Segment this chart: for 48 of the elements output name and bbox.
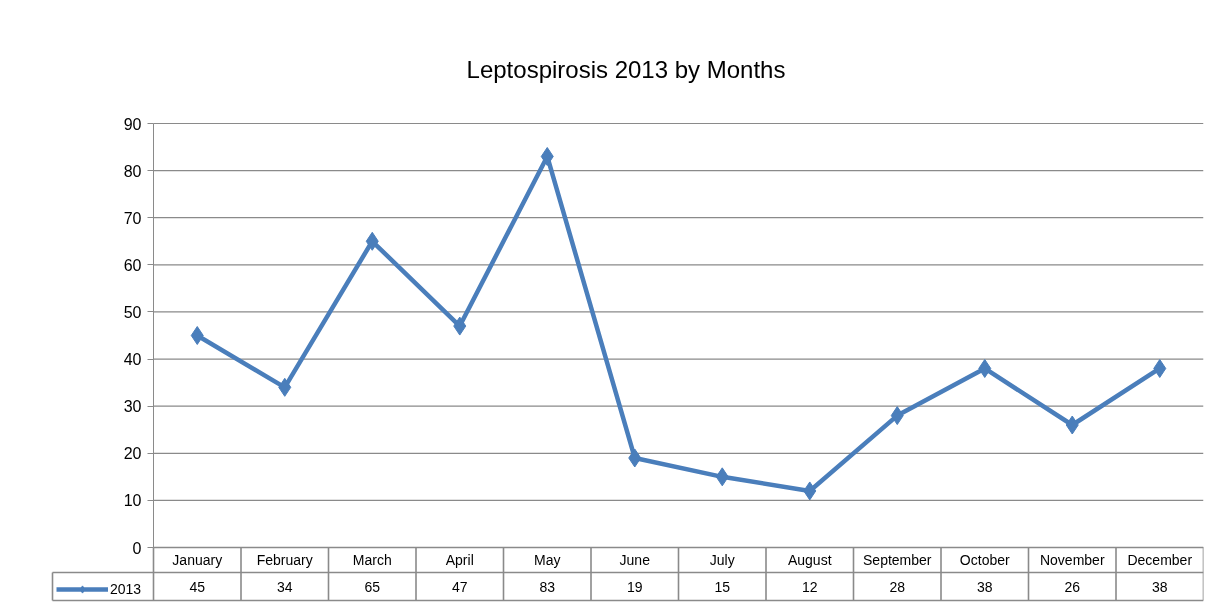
data-label: 45: [189, 578, 206, 595]
x-tick-label: February: [256, 552, 313, 568]
y-tick-label: 90: [123, 115, 142, 133]
data-label: 15: [714, 578, 731, 595]
point: [453, 316, 467, 336]
x-tick-label: October: [959, 552, 1010, 568]
y-tick-label: 70: [123, 209, 142, 227]
data-label: 34: [276, 578, 293, 595]
point: [278, 377, 292, 397]
data-label: 83: [539, 578, 556, 595]
point: [190, 326, 204, 345]
x-tick-label: September: [863, 552, 932, 568]
data-label: 28: [889, 578, 906, 595]
point: [715, 467, 729, 487]
y-tick-label: 0: [132, 539, 142, 557]
x-tick-label: May: [534, 552, 561, 568]
y-tick-label: 50: [123, 303, 142, 321]
data-label: 12: [801, 578, 818, 595]
y-tick-label: 40: [123, 351, 142, 369]
y-tick-label: 30: [123, 398, 142, 416]
y-tick-label: 60: [123, 256, 142, 274]
point: [540, 146, 554, 166]
data-label: 26: [1064, 578, 1081, 595]
x-tick-label: March: [352, 552, 392, 568]
legend-label: 2013: [110, 581, 142, 597]
point: [1153, 358, 1167, 378]
x-tick-label: December: [1127, 552, 1193, 568]
point: [978, 358, 992, 378]
y-tick-label: 10: [123, 492, 142, 510]
data-label: 38: [976, 578, 993, 595]
data-label: 19: [626, 578, 643, 595]
data-label: 38: [1151, 578, 1168, 595]
x-tick-label: July: [709, 552, 735, 568]
x-tick-label: August: [787, 552, 832, 568]
point: [628, 448, 642, 468]
y-tick-label: 80: [123, 162, 142, 180]
x-tick-label: November: [1039, 552, 1105, 568]
point: [1065, 415, 1079, 435]
point: [803, 481, 817, 501]
point: [365, 231, 379, 251]
chart-title: Leptospirosis 2013 by Months: [466, 55, 786, 83]
x-tick-label: January: [172, 552, 223, 568]
data-label: 47: [451, 578, 468, 595]
x-tick-label: April: [445, 552, 474, 568]
data-label: 65: [364, 578, 381, 595]
x-tick-label: June: [619, 552, 651, 568]
y-tick-label: 20: [123, 445, 142, 463]
point: [890, 406, 904, 426]
